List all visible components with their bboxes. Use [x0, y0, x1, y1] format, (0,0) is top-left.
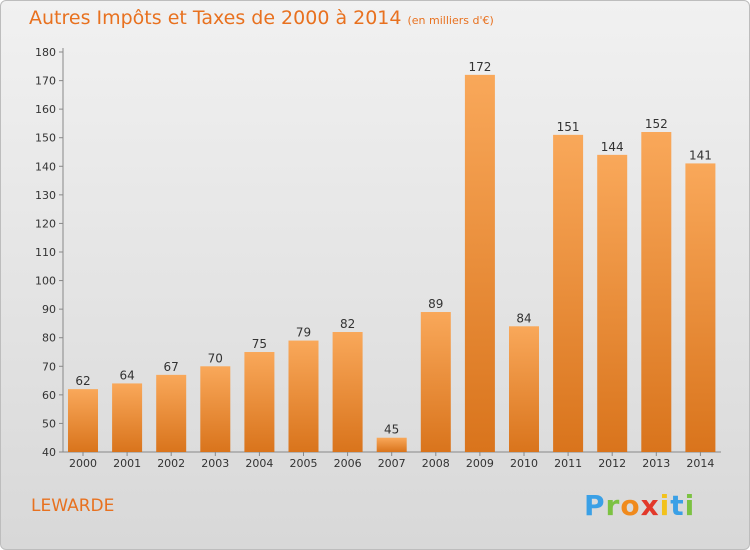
x-tick-label: 2002	[157, 457, 185, 470]
bar-value-label: 82	[340, 317, 355, 331]
bar	[332, 332, 363, 452]
bar-value-label: 89	[428, 297, 443, 311]
bar	[464, 74, 495, 452]
x-tick-label: 2005	[290, 457, 318, 470]
y-tick-label: 140	[35, 160, 56, 173]
y-tick-label: 130	[35, 189, 56, 202]
y-tick-label: 70	[42, 360, 56, 373]
bar	[685, 163, 716, 452]
bar-value-label: 84	[516, 311, 531, 325]
bar	[288, 340, 319, 452]
y-tick-label: 80	[42, 332, 56, 345]
y-tick-label: 50	[42, 417, 56, 430]
chart-title-block: Autres Impôts et Taxes de 2000 à 2014 (en…	[29, 7, 494, 29]
x-tick-label: 2009	[466, 457, 494, 470]
x-tick-label: 2013	[642, 457, 670, 470]
bar-value-label: 62	[75, 374, 90, 388]
x-tick-label: 2010	[510, 457, 538, 470]
bar-value-label: 70	[208, 351, 223, 365]
y-tick-label: 120	[35, 217, 56, 230]
bar	[509, 326, 539, 452]
y-tick-label: 170	[35, 75, 56, 88]
bar	[641, 132, 672, 452]
y-tick-label: 180	[35, 46, 56, 59]
bar	[156, 374, 187, 452]
bar	[597, 154, 628, 452]
bar-value-label: 64	[119, 368, 134, 382]
x-tick-label: 2001	[113, 457, 141, 470]
x-tick-label: 2008	[422, 457, 450, 470]
chart-title: Autres Impôts et Taxes de 2000 à 2014	[29, 7, 402, 29]
bar-value-label: 172	[468, 60, 491, 74]
x-tick-label: 2003	[201, 457, 229, 470]
bar-value-label: 152	[645, 117, 668, 131]
bar	[200, 366, 231, 452]
bar-value-label: 141	[689, 148, 712, 162]
proxiti-logo: Proxiti	[584, 489, 696, 522]
y-tick-label: 160	[35, 103, 56, 116]
bar-value-label: 67	[164, 360, 179, 374]
y-tick-label: 60	[42, 389, 56, 402]
bar	[420, 312, 451, 452]
x-tick-label: 2014	[686, 457, 714, 470]
bar	[376, 437, 407, 452]
x-tick-label: 2000	[69, 457, 97, 470]
x-tick-label: 2006	[334, 457, 362, 470]
bar	[244, 352, 275, 452]
chart-subtitle: (en milliers d'€)	[407, 14, 494, 27]
bar-value-label: 151	[557, 120, 580, 134]
y-tick-label: 110	[35, 246, 56, 259]
bar-value-label: 45	[384, 423, 399, 437]
bar-value-label: 75	[252, 337, 267, 351]
commune-name: LEWARDE	[31, 496, 115, 516]
y-tick-label: 100	[35, 275, 56, 288]
y-tick-label: 40	[42, 446, 56, 459]
x-tick-label: 2007	[378, 457, 406, 470]
y-tick-label: 90	[42, 303, 56, 316]
bar-value-label: 144	[601, 140, 624, 154]
x-tick-label: 2011	[554, 457, 582, 470]
bar-value-label: 79	[296, 326, 311, 340]
x-tick-label: 2004	[245, 457, 273, 470]
x-tick-label: 2012	[598, 457, 626, 470]
bar	[68, 389, 98, 452]
bar	[553, 134, 584, 452]
y-tick-label: 150	[35, 132, 56, 145]
bar	[112, 383, 143, 452]
